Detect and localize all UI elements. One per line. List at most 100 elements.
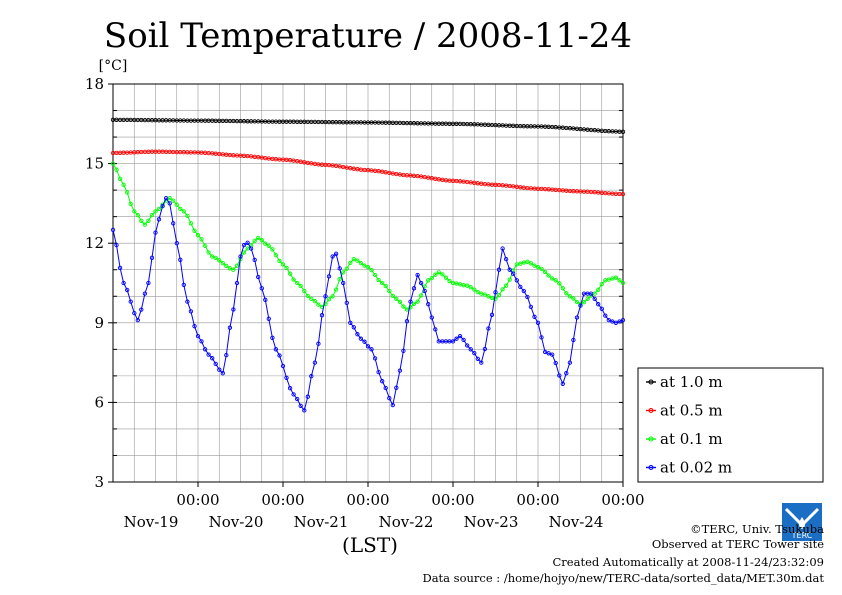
legend-label: at 0.5 m [660, 402, 723, 420]
series-point [210, 356, 215, 361]
series-point [482, 292, 488, 297]
series-point [256, 235, 261, 241]
series-point [333, 287, 339, 292]
y-tick-label: 12 [85, 234, 104, 252]
series-point [234, 280, 240, 286]
series-point [135, 212, 140, 218]
series-point [231, 267, 236, 272]
x-tick-time: 00:00 [601, 491, 644, 509]
series-point [330, 294, 335, 299]
series-point [273, 347, 279, 352]
series-line [112, 151, 624, 195]
series-point [528, 304, 534, 310]
series-point [390, 402, 395, 408]
series-point [394, 296, 399, 302]
series-point [213, 361, 218, 367]
series-point [528, 261, 534, 266]
created-text: Created Automatically at 2008-11-24/23:3… [552, 555, 825, 569]
series-point [535, 320, 541, 325]
series-point [542, 269, 548, 275]
series-point [496, 267, 502, 272]
series-point [291, 277, 296, 282]
series-point [493, 290, 498, 295]
series-point [365, 344, 371, 349]
series-point [192, 228, 197, 233]
series-point [383, 385, 388, 391]
series-point [422, 288, 427, 294]
series-point [372, 356, 378, 361]
series-point [132, 209, 137, 214]
series-point [160, 203, 165, 209]
x-tick-date: Nov-22 [379, 513, 434, 531]
legend-label: at 1.0 m [660, 373, 723, 391]
series-point [401, 304, 406, 309]
series-point [298, 403, 303, 408]
series-0 [110, 117, 626, 134]
series-point [479, 360, 484, 365]
legend-marker [648, 465, 654, 470]
x-tick-date: Nov-19 [124, 513, 179, 531]
series-point [376, 369, 381, 375]
series-point [606, 277, 611, 282]
series-point [199, 237, 204, 242]
series-point [433, 327, 438, 332]
series-point [149, 255, 155, 260]
series-point [599, 281, 604, 287]
series-point [117, 176, 123, 181]
x-tick-date: Nov-23 [464, 513, 519, 531]
y-tick-label: 18 [85, 75, 104, 93]
series-point [220, 260, 225, 266]
series-line [112, 197, 624, 412]
series-point [125, 190, 130, 195]
series-point [472, 350, 477, 356]
series-point [447, 278, 452, 284]
series-point [564, 291, 569, 296]
series-point [270, 335, 275, 340]
y-tick-label: 6 [94, 393, 104, 411]
series-point [341, 280, 346, 286]
series-point [503, 256, 509, 262]
series-point [387, 396, 392, 401]
x-axis-ticks: 00:00 Nov-19 00:00 Nov-20 00:00 Nov-21 00:00 No… [124, 482, 645, 531]
grid [113, 84, 623, 482]
series-point [525, 259, 530, 264]
series-point [135, 317, 140, 323]
series-point [617, 319, 622, 324]
series-point [472, 287, 477, 292]
series-point [489, 312, 495, 317]
series-point [181, 209, 186, 214]
series-point [433, 272, 438, 277]
series-point [241, 242, 247, 248]
series-point [567, 360, 573, 365]
series-point [139, 218, 144, 223]
series-point [404, 319, 410, 324]
series-point [351, 256, 356, 262]
series-point [390, 293, 395, 299]
series-point [156, 217, 162, 222]
series-point [174, 202, 179, 207]
series-point [606, 317, 611, 323]
series-point [284, 375, 289, 380]
series-point [295, 280, 300, 286]
series-point [252, 238, 257, 244]
series-point [482, 346, 488, 352]
series-point [486, 326, 491, 331]
series-point [344, 266, 349, 271]
series-point [613, 275, 619, 280]
series-point [408, 305, 413, 310]
series-point [259, 286, 264, 291]
series-line [112, 163, 624, 311]
series-point [178, 257, 183, 262]
series-point [220, 371, 225, 376]
series-point [450, 339, 456, 344]
legend-label: at 0.1 m [660, 430, 723, 448]
series-point [429, 275, 434, 281]
series-point [132, 310, 137, 316]
series-2 [110, 161, 626, 312]
series-point [263, 241, 268, 246]
y-tick-label: 9 [94, 314, 104, 332]
series-point [468, 285, 473, 290]
series-point [284, 265, 289, 271]
series-point [518, 261, 523, 266]
